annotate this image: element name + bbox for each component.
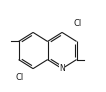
Text: Cl: Cl	[74, 19, 82, 28]
Text: N: N	[59, 64, 65, 73]
Text: Cl: Cl	[16, 73, 24, 82]
